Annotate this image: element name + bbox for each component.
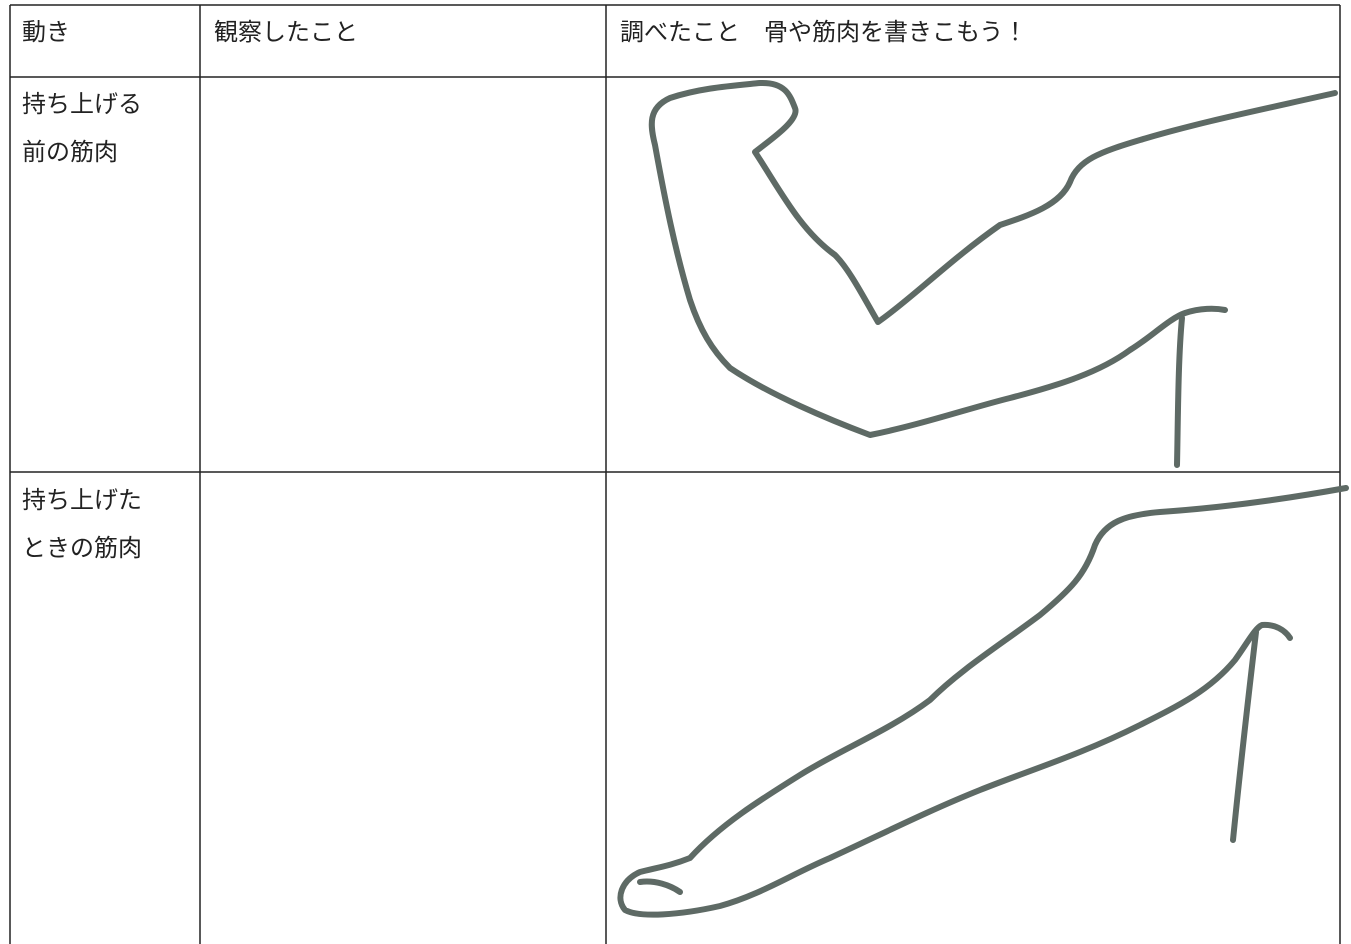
header-cell: 動き <box>22 18 70 46</box>
arm-drawing-bent <box>648 79 1338 468</box>
header-cell: 調べたこと 骨や筋肉を書きこもう！ <box>620 18 1028 46</box>
row-label: 持ち上げた ときの筋肉 <box>22 476 142 572</box>
row-label: 持ち上げる 前の筋肉 <box>22 80 142 176</box>
row-label-line: 持ち上げる <box>22 90 142 118</box>
header-cell: 観察したこと <box>214 18 358 46</box>
row-label-line: 前の筋肉 <box>22 138 118 166</box>
arm-drawing-extended <box>617 485 1349 918</box>
row-label-line: ときの筋肉 <box>22 534 142 562</box>
row-label-line: 持ち上げた <box>22 486 142 514</box>
